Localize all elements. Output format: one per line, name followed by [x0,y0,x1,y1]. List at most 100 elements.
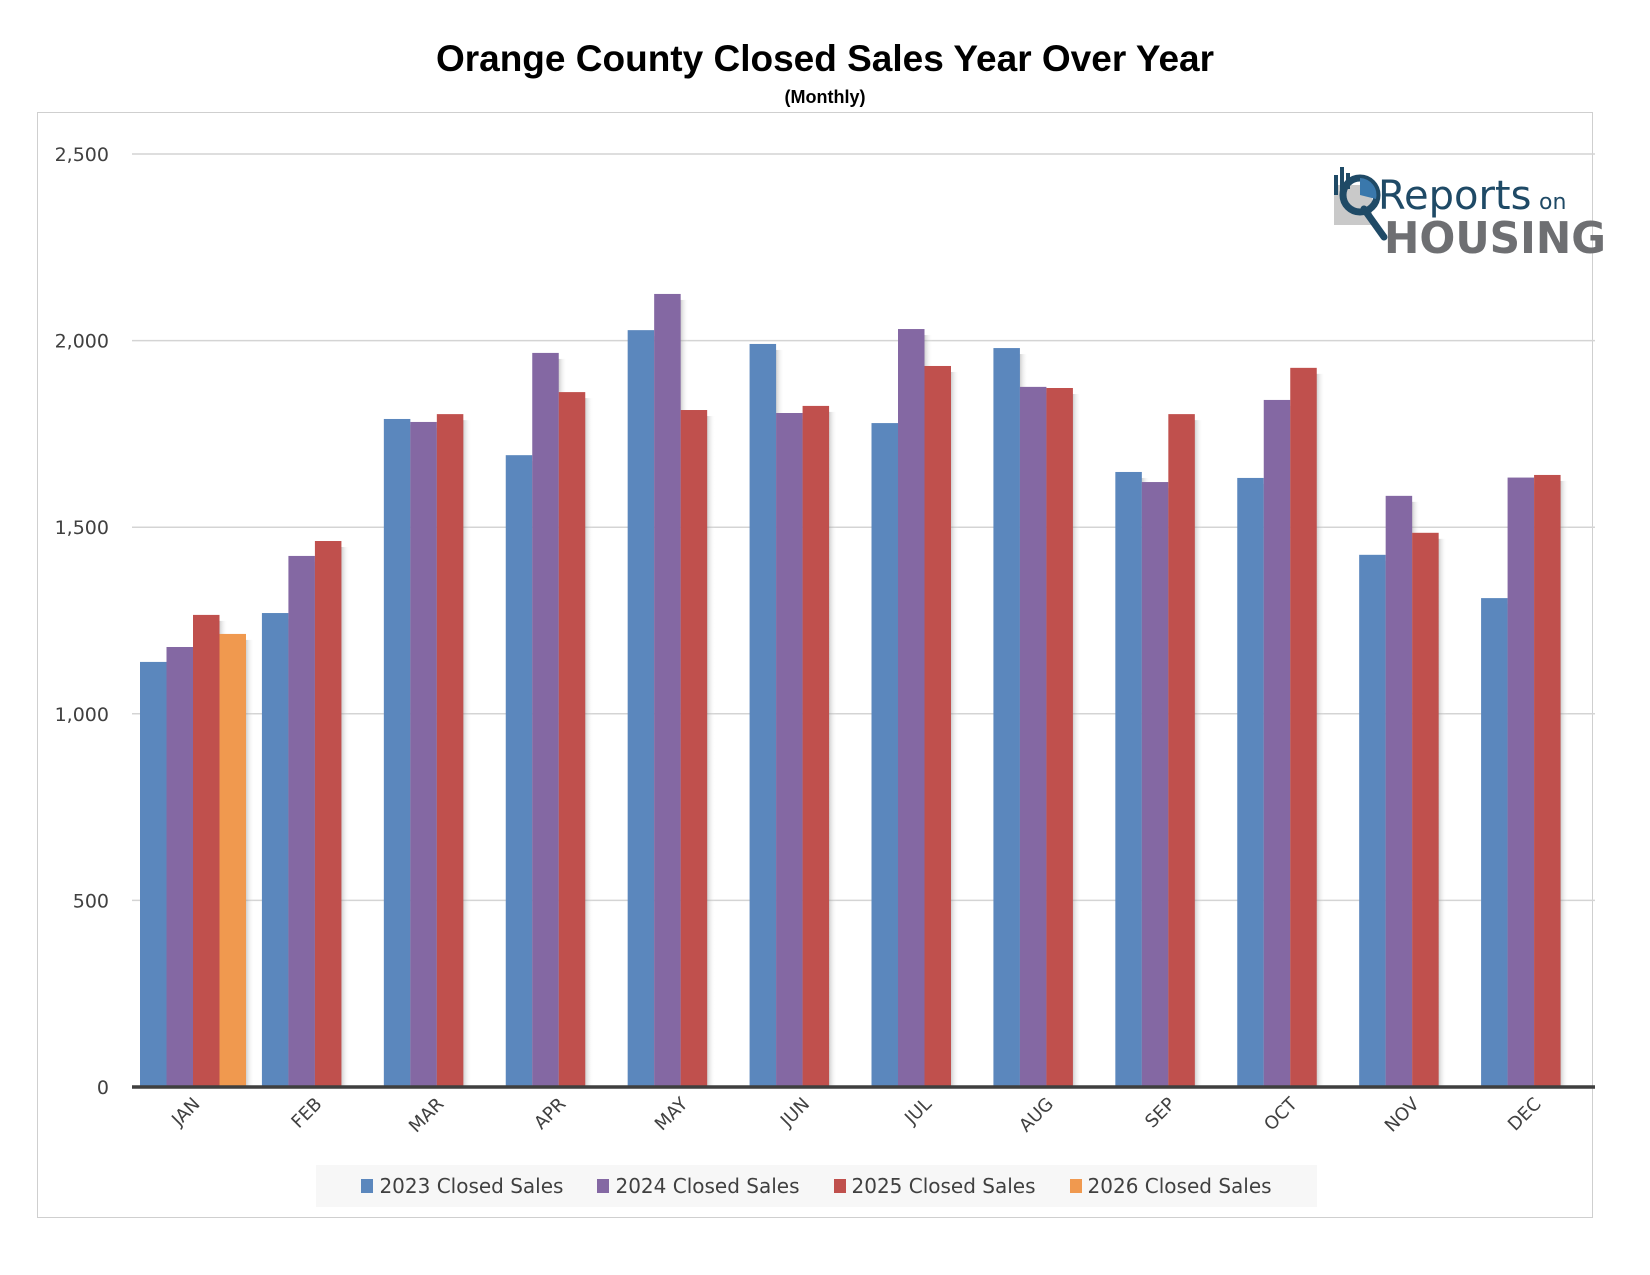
bar-2025-nov [1412,532,1439,1087]
bar-shadow [1436,538,1447,1087]
bar-2023-apr [505,455,533,1088]
bar-2024-may [654,293,681,1087]
logo-text-housing: HOUSING [1384,213,1606,264]
logo-text-on: on [1539,190,1566,215]
legend-swatch-2026 [1069,1179,1082,1193]
bar-2025-may [680,410,708,1087]
x-tick-label: JUN [776,1094,814,1132]
reports-on-housing-logo: Reports on HOUSING [1334,165,1609,265]
bar-shadow [1558,480,1569,1087]
x-tick-label: AUG [1015,1094,1058,1137]
bar-group-nov [1359,495,1447,1087]
bar-2025-jan [193,614,220,1087]
logo-bar-icon [1340,167,1344,191]
legend-swatch-2025 [833,1179,846,1193]
x-tick-label: JUL [900,1094,936,1130]
legend-label-2023: 2023 Closed Sales [379,1174,564,1198]
bars [140,293,1569,1088]
bar-group-apr [505,352,594,1088]
gridlines [132,153,1595,902]
x-tick-label: NOV [1381,1093,1424,1136]
legend-label-2025: 2025 Closed Sales [851,1174,1036,1198]
bar-group-may [627,293,716,1087]
bar-group-dec [1481,474,1569,1087]
bar-2025-feb [314,541,342,1087]
x-tick-label: FEB [287,1094,326,1133]
y-axis-ticks: 0 500 1,000 1,500 2,000 2,500 [55,144,109,1099]
bar-2025-sep [1168,414,1195,1088]
x-axis-ticks: JAN FEB MAR APR MAY JUN JUL AUG SEP OCT NOV DEC [167,1093,1545,1137]
bar-2024-sep [1141,482,1169,1087]
bar-shadow [705,416,716,1087]
chart-legend: 2023 Closed Sales 2024 Closed Sales 2025… [316,1165,1317,1207]
bar-group-aug [993,348,1081,1088]
bar-2023-dec [1481,598,1508,1087]
bar-shadow [827,411,838,1087]
bar-2025-aug [1046,387,1073,1087]
bar-2023-aug [993,348,1020,1088]
bar-2024-feb [288,555,315,1087]
bar-2023-feb [261,613,289,1087]
bar-2024-apr [532,352,559,1087]
bar-shadow [583,398,594,1088]
legend-item-2024: 2024 Closed Sales [597,1174,800,1198]
x-tick-label: MAR [405,1094,448,1137]
y-tick-label: 0 [97,1077,109,1099]
bar-2023-oct [1237,477,1264,1087]
y-tick-label: 1,000 [55,704,109,726]
x-tick-label: DEC [1504,1094,1546,1136]
bar-group-jul [871,329,959,1088]
x-tick-label: JAN [167,1094,204,1131]
x-tick-label: MAY [651,1093,693,1135]
chart-title: Orange County Closed Sales Year Over Yea… [435,38,1215,79]
bar-2023-jan [140,661,167,1087]
bar-shadow [1070,393,1081,1087]
legend-swatch-2023 [361,1179,374,1193]
bar-group-jan [140,614,254,1087]
legend-item-2023: 2023 Closed Sales [361,1174,563,1198]
chart-frame [37,112,1593,1218]
bar-2023-jun [749,343,777,1087]
bar-2024-jun [776,413,803,1087]
bar-2024-jan [166,646,193,1087]
y-tick-label: 2,000 [55,331,109,353]
legend-item-2026: 2026 Closed Sales [1069,1174,1272,1198]
y-tick-label: 1,500 [55,517,109,539]
bar-2023-sep [1115,471,1142,1087]
bar-shadow [1192,420,1203,1088]
bar-group-jun [749,343,838,1087]
bar-2025-apr [558,392,586,1088]
legend-item-2025: 2025 Closed Sales [833,1174,1036,1198]
bar-shadow [461,420,472,1088]
legend-label-2026: 2026 Closed Sales [1087,1174,1272,1198]
x-tick-label: OCT [1260,1093,1302,1135]
bar-group-feb [261,541,350,1087]
chart-subtitle: (Monthly) [784,87,866,107]
bar-2024-oct [1263,399,1291,1087]
bar-shadow [1314,373,1325,1087]
bar-2024-aug [1019,386,1047,1087]
bar-2025-jun [802,405,830,1087]
bar-group-oct [1237,367,1325,1087]
logo-text-reports: Reports [1378,173,1531,219]
bar-2025-jul [924,365,951,1087]
y-tick-label: 500 [73,890,109,912]
bar-2023-nov [1359,554,1386,1087]
bar-2024-nov [1385,495,1413,1087]
bar-2024-jul [898,329,925,1088]
bar-shadow [244,639,254,1087]
bar-2026-jan [219,633,246,1087]
bar-group-mar [383,414,472,1088]
bar-2024-mar [410,421,437,1087]
bar-2023-mar [383,418,411,1087]
logo-bar-icon [1334,175,1338,195]
bar-2025-oct [1290,367,1317,1087]
x-tick-label: APR [530,1094,570,1134]
y-tick-label: 2,500 [55,144,109,166]
bar-2023-jul [871,423,898,1087]
bar-shadow [339,547,350,1087]
legend-swatch-2024 [597,1179,610,1193]
bar-2025-mar [436,414,464,1088]
bar-2024-dec [1507,477,1535,1087]
